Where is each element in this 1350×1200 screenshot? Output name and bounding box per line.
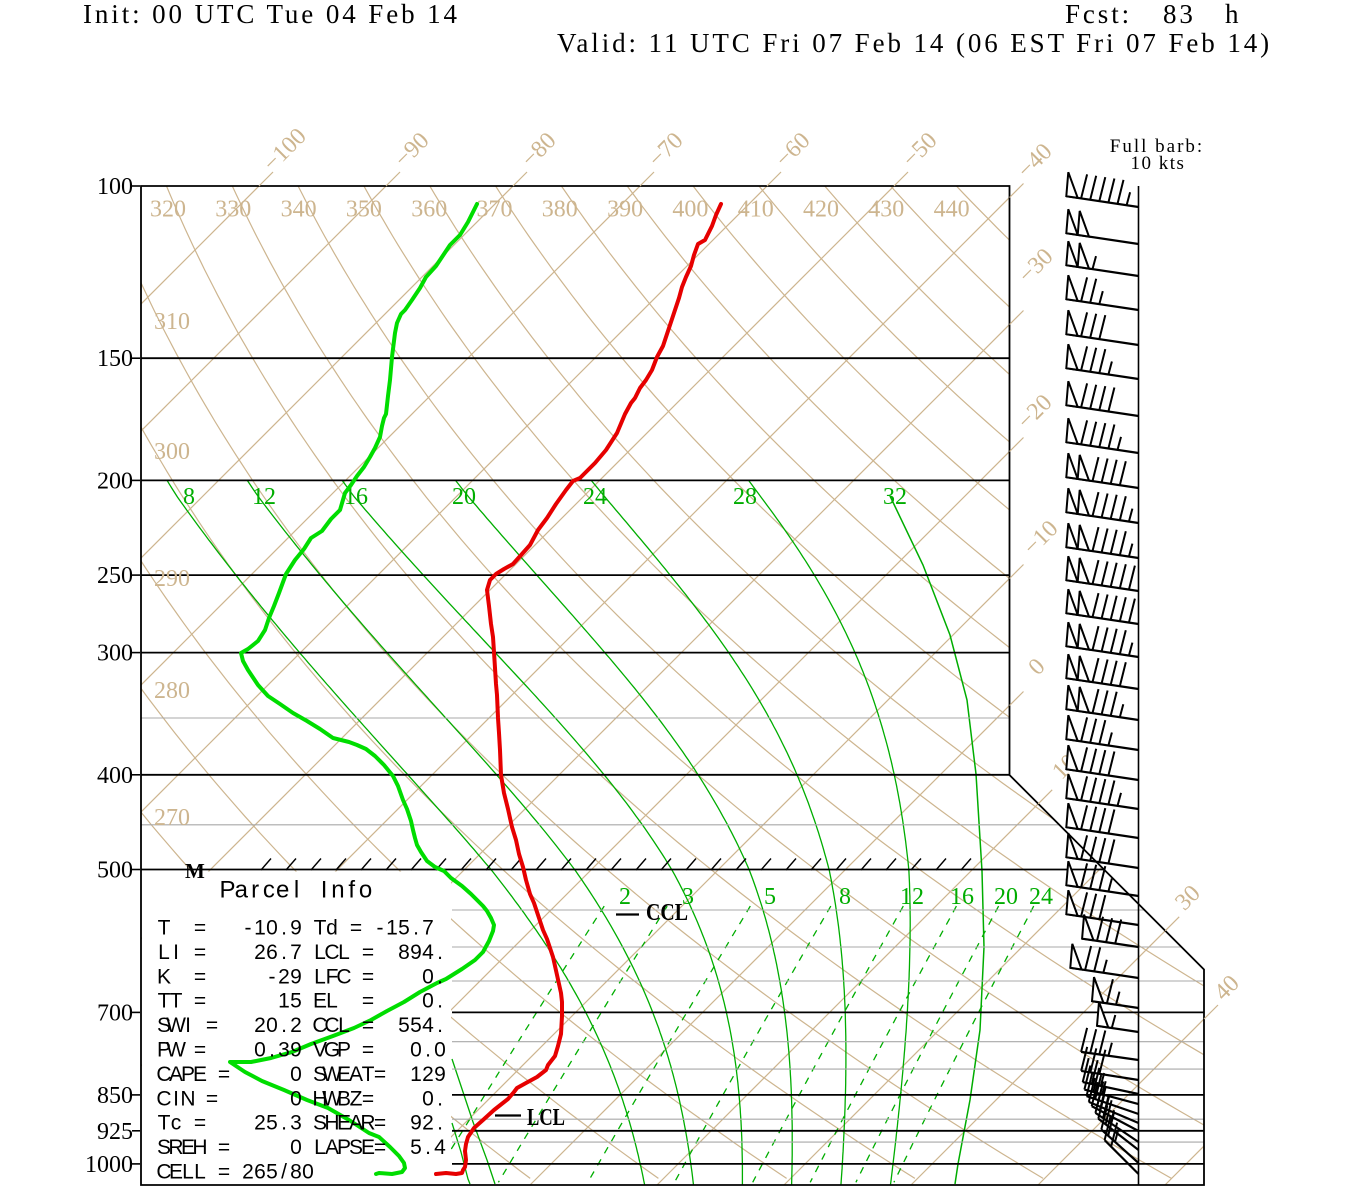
svg-text:350: 350 <box>346 197 382 223</box>
svg-text:360: 360 <box>411 197 447 223</box>
svg-text:ParcelInfo: ParcelInfo <box>219 877 372 904</box>
svg-text:380: 380 <box>542 197 578 223</box>
svg-text:T=-10.9Td=-15.7: T=-10.9Td=-15.7 <box>158 917 434 940</box>
svg-text:700: 700 <box>97 1000 133 1026</box>
svg-text:24: 24 <box>1029 884 1053 910</box>
svg-text:Fcst:: Fcst: <box>1065 0 1132 29</box>
svg-text:300: 300 <box>154 439 190 465</box>
svg-text:CCL: CCL <box>646 900 688 926</box>
svg-text:410: 410 <box>738 197 774 223</box>
svg-text:3: 3 <box>682 884 694 910</box>
svg-text:330: 330 <box>215 197 251 223</box>
svg-text:440: 440 <box>934 197 970 223</box>
svg-text:10 kts: 10 kts <box>1131 153 1186 174</box>
svg-text:340: 340 <box>281 197 317 223</box>
svg-text:390: 390 <box>607 197 643 223</box>
svg-text:925: 925 <box>97 1119 133 1145</box>
svg-text:28: 28 <box>733 484 757 510</box>
svg-text:8: 8 <box>183 484 195 510</box>
svg-text:100: 100 <box>97 174 133 200</box>
svg-text:420: 420 <box>803 197 839 223</box>
svg-text:8: 8 <box>839 884 851 910</box>
svg-text:1000: 1000 <box>85 1152 133 1178</box>
svg-text:12: 12 <box>252 484 276 510</box>
svg-text:24: 24 <box>583 484 607 510</box>
svg-text:400: 400 <box>97 763 133 789</box>
svg-text:20: 20 <box>994 884 1018 910</box>
svg-text:LCL: LCL <box>527 1105 565 1131</box>
svg-text:20: 20 <box>452 484 476 510</box>
svg-text:2: 2 <box>619 884 631 910</box>
svg-text:270: 270 <box>154 805 190 831</box>
svg-text:500: 500 <box>97 858 133 884</box>
svg-text:12: 12 <box>900 884 924 910</box>
svg-text:150: 150 <box>97 346 133 372</box>
svg-text:LI=26.7LCL=894.: LI=26.7LCL=894. <box>158 941 443 964</box>
svg-text:5: 5 <box>764 884 776 910</box>
svg-text:850: 850 <box>97 1083 133 1109</box>
svg-text:370: 370 <box>477 197 513 223</box>
svg-text:320: 320 <box>150 197 186 223</box>
svg-text:290: 290 <box>154 566 190 592</box>
svg-text:Init: 00 UTC Tue 04 Feb 14: Init: 00 UTC Tue 04 Feb 14 <box>83 0 460 29</box>
svg-text:Full barb:: Full barb: <box>1110 136 1204 157</box>
svg-text:h: h <box>1225 0 1239 29</box>
svg-text:280: 280 <box>154 678 190 704</box>
svg-text:Valid: 11 UTC Fri 07 Feb 14 (0: Valid: 11 UTC Fri 07 Feb 14 (06 EST Fri … <box>557 28 1272 58</box>
svg-text:32: 32 <box>883 484 907 510</box>
svg-text:250: 250 <box>97 563 133 589</box>
svg-text:200: 200 <box>97 468 133 494</box>
svg-text:400: 400 <box>672 197 708 223</box>
svg-text:CAPE=0SWEAT=129: CAPE=0SWEAT=129 <box>156 1063 445 1086</box>
svg-text:16: 16 <box>950 884 974 910</box>
svg-text:310: 310 <box>154 309 190 335</box>
svg-text:83: 83 <box>1163 0 1196 29</box>
svg-text:SREH=0LAPSE=5.4: SREH=0LAPSE=5.4 <box>157 1136 446 1159</box>
svg-text:430: 430 <box>868 197 904 223</box>
svg-text:M: M <box>185 859 205 883</box>
svg-text:300: 300 <box>97 641 133 667</box>
